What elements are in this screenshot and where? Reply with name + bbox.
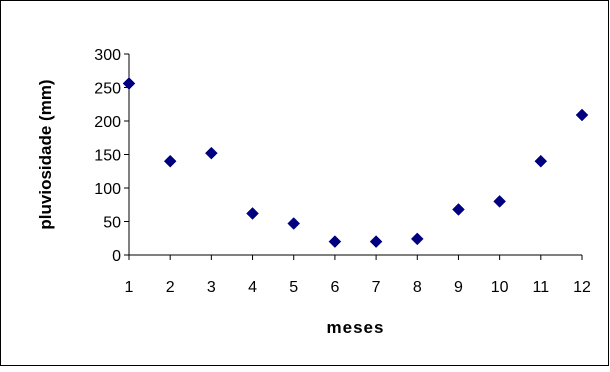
y-axis-ticks: 0 50 100 150 200 250 300 [94,47,129,265]
x-tick-label: 2 [166,279,175,296]
y-tick-label: 100 [94,181,121,198]
data-point-diamond [410,232,424,246]
x-axis-ticks: 1 2 3 4 5 6 7 8 9 10 11 12 [125,255,591,296]
data-point-diamond [534,154,548,168]
data-point-diamond [452,203,465,216]
data-point-diamond [205,146,218,160]
y-axis-title: pluviosidade (mm) [36,79,55,229]
x-tick-label: 1 [125,279,134,296]
y-tick-label: 50 [103,215,121,232]
y-tick-label: 150 [94,148,121,165]
x-tick-label: 6 [330,279,339,296]
data-points [122,77,589,248]
x-tick-label: 5 [289,279,298,296]
y-tick-label: 250 [94,81,121,98]
data-point-diamond [493,195,506,208]
data-point-diamond [122,77,136,90]
data-point-diamond [163,154,177,168]
data-point-diamond [328,235,342,248]
data-point-diamond [246,207,259,220]
x-tick-label: 11 [533,279,550,296]
x-tick-label: 12 [573,279,591,296]
data-point-diamond [575,108,589,122]
y-tick-label: 200 [94,114,121,131]
x-tick-label: 3 [207,279,216,296]
data-point-diamond [369,235,383,248]
x-tick-label: 10 [491,279,509,296]
y-tick-label: 300 [94,47,121,64]
x-tick-label: 8 [413,279,422,296]
data-point-diamond [287,217,301,230]
x-tick-label: 4 [248,279,257,296]
x-tick-label: 7 [372,279,381,296]
y-tick-label: 0 [112,248,121,265]
x-tick-label: 9 [454,279,463,296]
x-axis-title: meses [327,318,385,337]
